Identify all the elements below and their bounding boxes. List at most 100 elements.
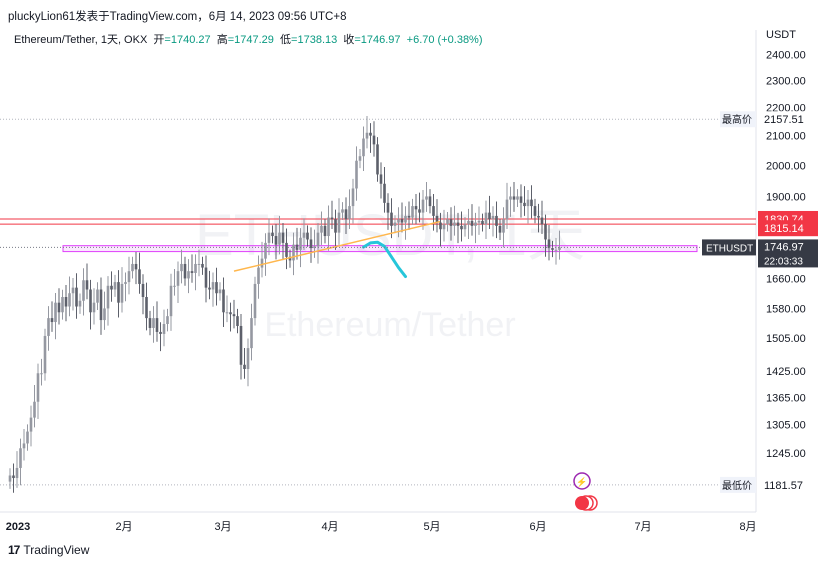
- x-tick-label: 7月: [634, 521, 651, 533]
- candle-body: [470, 220, 474, 226]
- candle-body: [463, 224, 467, 230]
- symbol-legend: Ethereum/Tether, 1天, OKX 开=1740.27 高=174…: [14, 34, 483, 46]
- candle-body: [383, 183, 386, 203]
- candle-body: [285, 242, 288, 257]
- tradingview-footer[interactable]: 17 TradingView: [8, 543, 89, 557]
- candle-body: [302, 232, 306, 238]
- candle-body: [33, 401, 36, 418]
- high-price-label: 2157.51: [764, 114, 804, 126]
- candle-body: [313, 246, 316, 249]
- candle-body: [474, 222, 477, 226]
- symbol-title: Ethereum/Tether, 1天, OKX: [14, 34, 148, 46]
- candle-body: [180, 263, 183, 272]
- candle-body: [432, 206, 435, 216]
- y-tick-label: 2400.00: [766, 50, 806, 62]
- y-tick-label: 1505.00: [766, 333, 806, 345]
- candle-body: [243, 364, 246, 370]
- candle-body: [260, 258, 264, 268]
- candle-body: [54, 302, 57, 323]
- candle-body: [330, 217, 334, 220]
- watermark-name: Ethereum/Tether: [264, 306, 515, 344]
- candle-body: [92, 302, 96, 313]
- candle-body: [218, 289, 222, 294]
- candle-body: [22, 443, 26, 449]
- candle-body: [537, 215, 540, 218]
- lightning-event-icon: [573, 472, 591, 490]
- candle-body: [544, 224, 547, 240]
- candle-body: [173, 285, 176, 287]
- currency-label: USDT: [766, 29, 796, 41]
- candle-body: [362, 138, 365, 157]
- candle-body: [400, 219, 404, 223]
- candle-body: [162, 323, 166, 334]
- candle-body: [386, 202, 390, 213]
- candle-body: [257, 267, 260, 284]
- candle-body: [106, 285, 110, 309]
- x-tick-label: 5月: [423, 521, 440, 533]
- x-tick-label: 8月: [739, 521, 756, 533]
- candle-body: [134, 263, 138, 270]
- y-tick-label: 1425.00: [766, 366, 806, 378]
- last-price-label: 1746.97: [764, 241, 804, 253]
- y-tick-label: 2300.00: [766, 75, 806, 87]
- candle-body: [215, 282, 218, 294]
- candle-body: [278, 232, 281, 245]
- candle-body: [61, 297, 64, 313]
- candle-body: [421, 199, 425, 213]
- candle-body: [491, 215, 495, 220]
- candle-body: [246, 348, 250, 370]
- candle-body: [523, 202, 526, 207]
- x-tick-label: 4月: [321, 521, 338, 533]
- candle-body: [253, 283, 257, 319]
- candle-body: [236, 316, 239, 326]
- candle-body: [271, 232, 274, 237]
- symbol-tag-bg: [702, 239, 756, 256]
- candle-body: [453, 222, 456, 226]
- candle-body: [509, 196, 512, 200]
- high-tag: 最高价: [722, 113, 752, 126]
- candle-body: [71, 287, 75, 294]
- candle-body: [533, 206, 537, 216]
- candle-body: [481, 220, 484, 225]
- candle-body: [299, 237, 302, 250]
- low-price-label-bg: [758, 476, 818, 493]
- candle-body: [82, 280, 85, 301]
- candle-body: [113, 282, 117, 290]
- y-tick-label: 1305.00: [766, 420, 806, 432]
- candle-body: [194, 263, 197, 273]
- candle-body: [404, 215, 407, 223]
- candle-body: [169, 285, 173, 317]
- candle-body: [8, 475, 12, 482]
- candle-body: [372, 135, 376, 145]
- candle-body: [327, 217, 330, 237]
- candle-body: [103, 308, 106, 321]
- footer-brand: TradingView: [23, 543, 90, 557]
- candle-body: [484, 212, 488, 225]
- candle-body: [131, 263, 134, 272]
- countdown-label: 22:03:33: [764, 256, 803, 267]
- candle-body: [460, 225, 463, 230]
- candle-body: [309, 239, 313, 249]
- candle-body: [365, 132, 369, 139]
- candle-body: [281, 232, 285, 243]
- candle-body: [425, 196, 428, 200]
- res2-price-label: 1815.14: [764, 223, 804, 235]
- candle-body: [558, 247, 561, 250]
- candle-body: [208, 287, 211, 290]
- x-tick-label: 3月: [214, 521, 231, 533]
- candle-body: [222, 289, 225, 313]
- symbol-tag: ETHUSDT: [706, 243, 753, 254]
- candle-body: [85, 280, 89, 290]
- candle-body: [239, 325, 243, 365]
- low-price-label: 1181.57: [764, 480, 803, 492]
- candle-body: [306, 232, 309, 240]
- last-price-bg: [758, 239, 818, 268]
- candle-body: [138, 269, 141, 284]
- candle-body: [148, 318, 152, 328]
- candle-body: [47, 318, 50, 336]
- y-tick-label: 1660.00: [766, 273, 806, 285]
- candle-body: [547, 239, 551, 249]
- candle-body: [477, 220, 481, 223]
- candle-body: [376, 144, 379, 175]
